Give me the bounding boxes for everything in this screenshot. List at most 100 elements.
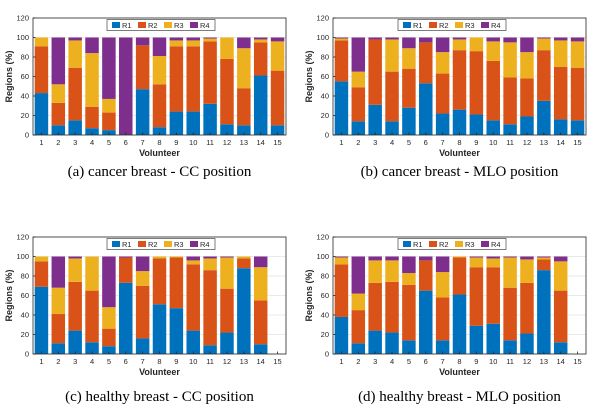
bar-r4-vol-13 [237,37,251,49]
bar-r2-vol-2 [51,102,66,126]
y-tick-label: 0 [325,350,329,359]
bar-r4-vol-2 [351,37,366,72]
bar-r4-vol-4 [385,256,399,261]
bar-r3-vol-1 [334,38,349,41]
bar-r1-vol-4 [85,128,99,135]
x-axis-label: Volunteer [139,367,180,377]
x-tick-label: 8 [157,138,161,147]
bar-r1-vol-14 [553,119,568,135]
legend-swatch-r2 [429,241,437,247]
x-tick-label: 4 [390,138,394,147]
bar-r1-vol-9 [169,308,184,354]
bar-r1-vol-6 [119,282,133,354]
bar-r2-vol-7 [435,73,450,114]
bar-r1-vol-1 [334,316,349,354]
y-tick-label: 60 [321,291,329,300]
legend-box [106,19,216,31]
bar-r1-vol-4 [85,342,99,354]
legend-label-r1: R1 [413,21,423,30]
bar-r4-vol-12 [220,256,234,258]
bar-r1-vol-8 [452,109,467,135]
bar-r2-vol-9 [469,51,484,115]
bar-r3-vol-15 [570,41,585,68]
x-tick-label: 2 [56,138,60,147]
legend-swatch-r4 [481,241,489,247]
bar-r1-vol-1 [34,286,49,354]
y-tick-label: 120 [16,14,29,23]
bar-r1-vol-11 [203,345,217,354]
y-tick-label: 120 [316,14,329,23]
bar-r2-vol-8 [452,257,467,295]
bar-r1-vol-10 [486,323,500,354]
bar-r3-vol-13 [537,257,551,260]
x-tick-label: 10 [189,357,197,366]
bar-r4-vol-3 [68,256,82,259]
bar-r4-vol-6 [419,37,433,43]
legend: R1 R2 R3 R4 [397,19,507,31]
bar-r2-vol-7 [135,45,150,90]
bar-r4-vol-13 [537,37,551,39]
bar-r4-vol-11 [503,256,517,258]
bar-r2-vol-5 [402,68,416,108]
legend: R1 R2 R3 R4 [106,19,216,31]
x-tick-label: 6 [124,138,128,147]
bar-r2-vol-12 [520,78,534,117]
bar-r4-vol-1 [334,256,349,258]
bar-r3-vol-15 [270,41,285,71]
legend-label-r3: R3 [174,240,184,249]
bar-r3-vol-9 [469,257,484,268]
bar-r3-vol-14 [253,267,268,301]
bar-r4-vol-3 [368,37,382,40]
bar-r2-vol-14 [553,66,568,120]
legend-label-r2: R2 [439,240,449,249]
y-axis-label: Regions (%) [4,269,14,321]
bar-r2-vol-7 [135,285,150,339]
legend-label-r1: R1 [122,21,132,30]
bar-r2-vol-11 [503,77,517,125]
bar-r3-vol-7 [135,271,150,286]
bar-r1-vol-8 [152,304,167,354]
y-tick-label: 20 [321,111,329,120]
bar-r2-vol-11 [203,270,217,346]
x-tick-label: 5 [407,357,411,366]
y-axis-label: Regions (%) [4,50,14,102]
bar-r2-vol-5 [402,284,416,341]
bar-r4-vol-12 [520,37,534,53]
bar-r2-vol-14 [553,290,568,343]
bar-r2-vol-10 [486,267,500,324]
bar-r3-vol-5 [402,273,416,285]
bar-r2-vol-14 [253,42,268,76]
legend-label-r4: R4 [200,240,210,249]
y-tick-label: 0 [25,350,29,359]
bar-r1-vol-10 [186,330,200,354]
bar-r3-vol-5 [102,307,116,329]
bar-r1-vol-14 [253,75,268,135]
bar-r1-vol-2 [351,121,366,135]
bar-r2-vol-4 [385,71,399,122]
bar-r3-vol-4 [85,256,99,291]
bar-r3-vol-10 [186,260,200,265]
bar-r4-vol-14 [253,37,268,40]
x-tick-label: 12 [223,138,231,147]
bar-r1-vol-15 [570,120,585,135]
bar-r2-vol-12 [220,288,234,333]
y-tick-label: 0 [325,131,329,140]
bar-r4-vol-2 [51,256,66,288]
bar-r3-vol-9 [169,256,184,258]
bar-r4-vol-12 [520,256,534,260]
bar-r2-vol-13 [537,259,551,271]
bar-r2-vol-13 [237,88,251,126]
y-tick-label: 80 [21,53,29,62]
x-tick-label: 2 [56,357,60,366]
bar-r1-vol-14 [253,344,268,354]
bar-r4-vol-11 [203,256,217,259]
y-tick-label: 80 [21,272,29,281]
x-tick-label: 12 [223,357,231,366]
bar-r1-vol-12 [220,124,234,135]
legend-label-r4: R4 [491,21,501,30]
bar-r1-vol-10 [186,111,200,135]
x-tick-label: 15 [573,138,581,147]
bar-r3-vol-8 [452,256,467,258]
x-tick-label: 8 [157,357,161,366]
